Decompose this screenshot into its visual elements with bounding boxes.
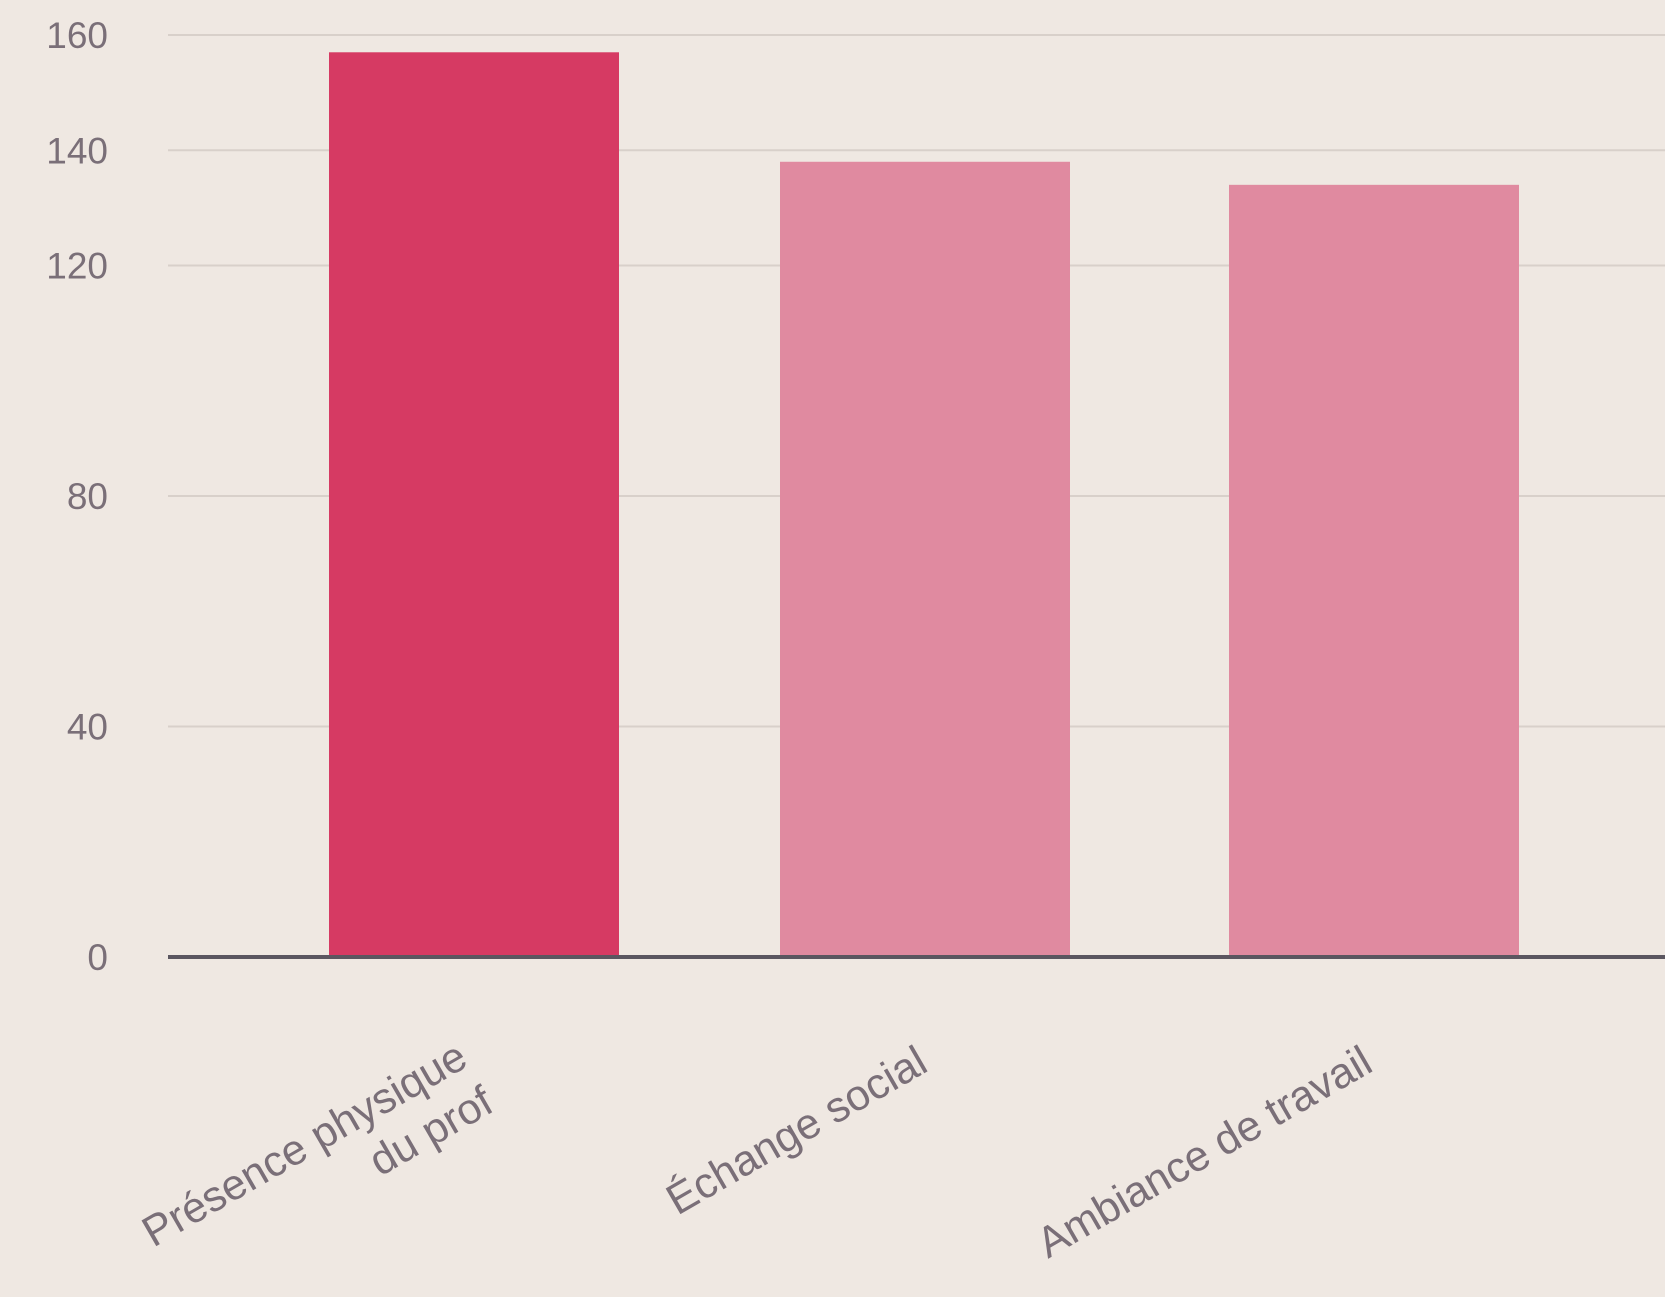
y-tick-label: 40 (67, 707, 108, 748)
y-tick-label: 160 (46, 15, 108, 56)
x-category-label: Ambiance de travail (1029, 1037, 1380, 1267)
bar-0 (329, 52, 619, 958)
y-axis-ticks: 0 40 80 120 140 160 (46, 15, 108, 978)
y-tick-label: 0 (87, 937, 108, 978)
bars (329, 52, 1519, 958)
x-axis-categories: Présence physiquedu prof Échange social Am… (134, 1032, 1380, 1297)
y-tick-label: 140 (46, 130, 108, 171)
y-tick-label: 80 (67, 476, 108, 517)
x-category-label: Présence physiquedu prof (134, 1032, 502, 1297)
bar-2 (1229, 184, 1519, 957)
x-category-label: Échange social (658, 1037, 935, 1224)
y-tick-label: 120 (46, 246, 108, 287)
bar-1 (780, 161, 1070, 957)
